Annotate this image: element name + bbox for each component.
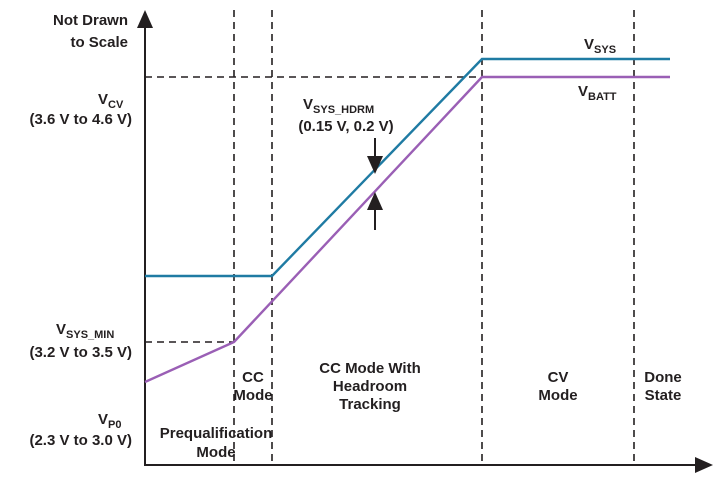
- curve-label: VSYS: [584, 36, 616, 56]
- region-label: CV: [548, 369, 569, 386]
- region-label: CC: [242, 369, 264, 386]
- symbol: V: [303, 96, 313, 113]
- y-range: (3.2 V to 3.5 V): [29, 344, 132, 361]
- note: Not Drawn: [53, 12, 128, 29]
- symbol: V: [98, 411, 108, 428]
- region-label: Headroom: [333, 378, 407, 395]
- region-label: Mode: [538, 387, 577, 404]
- y-label: VP0: [98, 411, 121, 431]
- y-range: (3.6 V to 4.6 V): [29, 111, 132, 128]
- note: to Scale: [70, 34, 128, 51]
- subscript: CV: [108, 99, 124, 111]
- subscript: SYS_MIN: [66, 329, 114, 341]
- headroom-range: (0.15 V, 0.2 V): [298, 118, 393, 135]
- symbol: V: [56, 321, 66, 338]
- region-label: CC Mode With: [319, 360, 421, 377]
- symbol: V: [98, 91, 108, 108]
- y-label: VSYS_MIN: [56, 321, 114, 341]
- region-label: Prequalification: [160, 425, 273, 442]
- guides: [145, 10, 635, 465]
- subscript: SYS_HDRM: [313, 104, 374, 116]
- region-label: Tracking: [339, 396, 401, 413]
- region-label: Mode: [233, 387, 272, 404]
- y-label: VCV: [98, 91, 124, 111]
- region-label: Mode: [196, 444, 235, 461]
- curve-label: VBATT: [578, 83, 617, 103]
- subscript: P0: [108, 419, 121, 431]
- y-range: (2.3 V to 3.0 V): [29, 432, 132, 449]
- subscript: SYS: [594, 44, 616, 56]
- symbol: V: [584, 36, 594, 53]
- region-label: State: [645, 387, 682, 404]
- subscript: BATT: [588, 91, 617, 103]
- headroom-label: VSYS_HDRM: [303, 96, 374, 116]
- symbol: V: [578, 83, 588, 100]
- vbatt-curve: [144, 75, 670, 384]
- region-label: Done: [644, 369, 682, 386]
